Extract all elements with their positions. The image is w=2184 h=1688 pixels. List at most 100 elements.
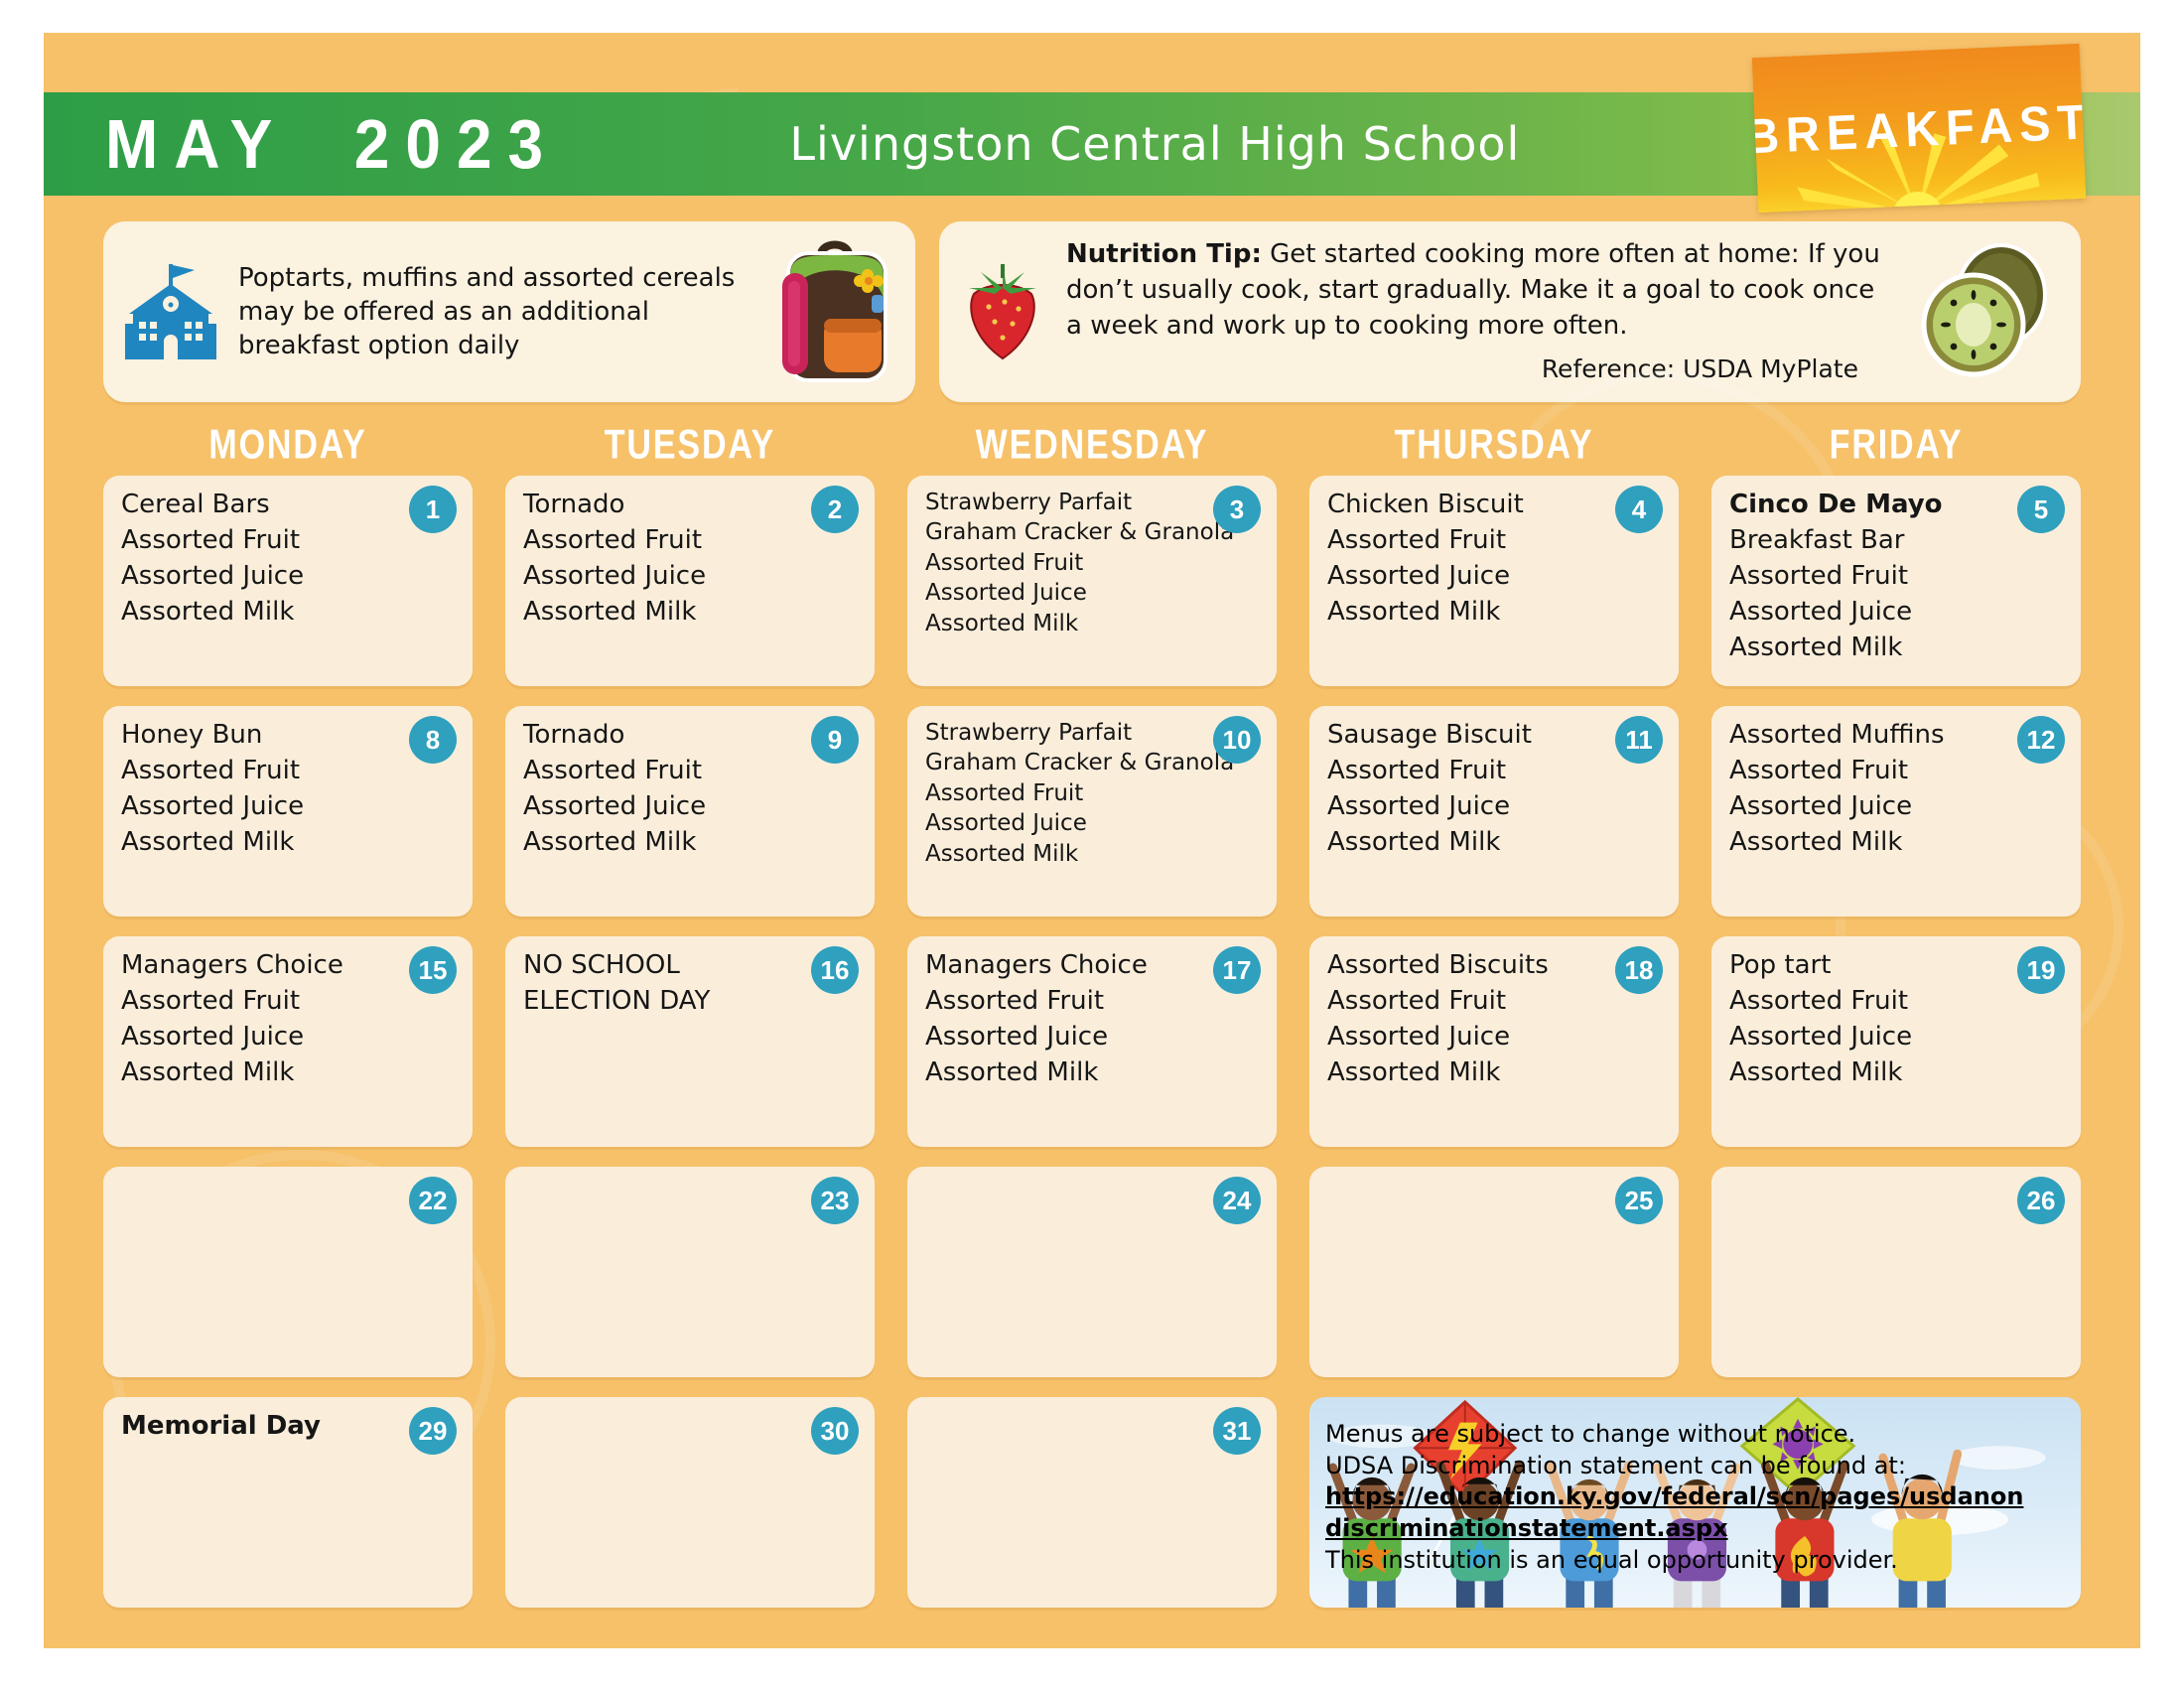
menu-item: Assorted Fruit [121, 986, 301, 1016]
day-number-badge: 17 [1213, 946, 1261, 995]
backpack-illustration [782, 240, 887, 383]
menu-items: NO SCHOOL ELECTION DAY [523, 948, 859, 1020]
day-number-badge: 18 [1615, 946, 1663, 995]
children-with-kites-photo [1327, 1397, 2046, 1609]
menu-item: Assorted Juice [1327, 790, 1511, 821]
photo-panel: Menus are subject to change without noti… [1309, 1397, 2081, 1609]
day-number-badge: 29 [409, 1407, 457, 1456]
menu-items: Strawberry Parfait Graham Cracker & Grano… [925, 718, 1261, 869]
menu-item: Managers Choice [121, 950, 343, 981]
weekday-header-row: MONDAY TUESDAY WEDNESDAY THURSDAY FRIDAY [103, 421, 2081, 468]
calendar-cell-day-15: 15 Managers Choice Assorted Fruit Assorted … [103, 936, 473, 1148]
menu-items: Managers Choice Assorted Fruit Assorted Ju… [925, 948, 1261, 1091]
disclaimer-line-3: This institution is an equal opportunity… [1325, 1545, 1898, 1574]
menu-item: Assorted Juice [1327, 1021, 1511, 1052]
menu-items: Memorial Day [121, 1409, 457, 1445]
menu-items: Assorted Biscuits Assorted Fruit Assorted … [1327, 948, 1663, 1091]
kiwi-illustration [1921, 243, 2047, 377]
calendar-cell-day-4: 4 Chicken Biscuit Assorted Fruit Assorted J… [1309, 476, 1679, 687]
day-number-badge: 24 [1213, 1177, 1261, 1225]
menu-item: Strawberry Parfait [925, 490, 1133, 516]
calendar-cell-day-18: 18 Assorted Biscuits Assorted Fruit Assorte… [1309, 936, 1679, 1148]
month-title: MAY 2023 [105, 105, 560, 183]
menu-items: Strawberry Parfait Graham Cracker & Grano… [925, 488, 1261, 638]
weekday-thursday: THURSDAY [1394, 421, 1594, 468]
menu-item: Assorted Juice [1729, 790, 1913, 821]
menu-item: Assorted Muffins [1729, 720, 1945, 751]
day-number-badge: 22 [409, 1177, 457, 1225]
day-number-badge: 31 [1213, 1407, 1261, 1456]
menu-item: Cereal Bars [121, 490, 270, 520]
day-number-badge: 5 [2017, 486, 2065, 534]
kid-2 [1435, 1461, 1524, 1609]
calendar-cell-day-19: 19 Pop tart Assorted Fruit Assorted Juice As… [1711, 936, 2081, 1148]
menu-item: Assorted Fruit [1327, 756, 1507, 785]
reference-note: Reference: USDA MyPlate [1541, 353, 1858, 383]
day-number-badge: 2 [811, 486, 859, 534]
menu-item: Pop tart [1729, 950, 1832, 981]
title-banner: MAY 2023 Livingston Central High School [44, 43, 2140, 213]
nutrition-tip-box: Nutrition Tip: Get started cooking more … [939, 221, 2081, 403]
menu-item: Assorted Fruit [925, 986, 1105, 1016]
menu-item: Strawberry Parfait [925, 720, 1133, 747]
day-number-badge: 10 [1213, 716, 1261, 765]
calendar-cell-day-3: 3 Strawberry Parfait Graham Cracker & Gran… [907, 476, 1277, 687]
menu-item: Graham Cracker & Granola [925, 519, 1235, 546]
day-number-badge: 15 [409, 946, 457, 995]
calendar-cell-day-24: 24 [907, 1167, 1277, 1378]
menu-item: Assorted Fruit [1729, 756, 1909, 785]
menu-item: Sausage Biscuit [1327, 720, 1532, 751]
calendar-cell-day-30: 30 [505, 1397, 875, 1609]
disclaimer-line-2: UDSA Discrimination statement can be fou… [1325, 1451, 1906, 1479]
day-number-badge: 25 [1615, 1177, 1663, 1225]
menu-items: Tornado Assorted Fruit Assorted Juice Assor… [523, 718, 859, 861]
menu-item: Assorted Fruit [1327, 986, 1507, 1016]
menu-item: Assorted Juice [121, 790, 305, 821]
menu-item: Assorted Fruit [523, 756, 703, 785]
menu-item: Assorted Juice [925, 580, 1087, 607]
menu-item: Cinco De Mayo [1729, 490, 1943, 520]
calendar-cell-day-26: 26 [1711, 1167, 2081, 1378]
menu-items: Honey Bun Assorted Fruit Assorted Juice Ass… [121, 718, 457, 861]
day-number-badge: 4 [1615, 486, 1663, 534]
disclaimer-text: Menus are subject to change without noti… [1325, 1419, 2040, 1576]
day-number-badge: 8 [409, 716, 457, 765]
menu-item: Assorted Milk [523, 596, 697, 627]
menu-item: Assorted Fruit [121, 525, 301, 555]
red-kite [1413, 1400, 1518, 1560]
menu-items: Managers Choice Assorted Fruit Assorted Ju… [121, 948, 457, 1091]
day-number-badge: 1 [409, 486, 457, 534]
menu-item: Managers Choice [925, 950, 1148, 981]
menu-item: Chicken Biscuit [1327, 490, 1524, 520]
calendar-cell-day-22: 22 [103, 1167, 473, 1378]
menu-item: Assorted Fruit [1327, 525, 1507, 555]
menu-item: Honey Bun [121, 720, 263, 751]
menu-item: Assorted Milk [121, 596, 295, 627]
menu-item: Assorted Milk [925, 1056, 1099, 1087]
menu-item: Assorted Milk [121, 826, 295, 857]
nutrition-tip-text: Nutrition Tip: Get started cooking more … [1066, 237, 1888, 386]
menu-item: Assorted Milk [121, 1056, 295, 1087]
day-number-badge: 9 [811, 716, 859, 765]
calendar-cell-day-11: 11 Sausage Biscuit Assorted Fruit Assorted … [1309, 706, 1679, 917]
menu-items: Cereal Bars Assorted Fruit Assorted Juice A… [121, 488, 457, 631]
info-row: Poptarts, muffins and assorted cereals m… [103, 221, 2081, 403]
menu-item: Assorted Juice [1729, 596, 1913, 627]
menu-item: Tornado [523, 490, 625, 520]
menu-item: Assorted Milk [1327, 1056, 1501, 1087]
menu-item: Assorted Milk [1729, 826, 1903, 857]
daily-option-note-box: Poptarts, muffins and assorted cereals m… [103, 221, 915, 403]
weekday-friday: FRIDAY [1829, 421, 1964, 468]
day-number-badge: 11 [1615, 716, 1663, 765]
day-number-badge: 30 [811, 1407, 859, 1456]
weekday-tuesday: TUESDAY [604, 421, 776, 468]
menu-item: Breakfast Bar [1729, 525, 1905, 555]
menu-items: Tornado Assorted Fruit Assorted Juice Assor… [523, 488, 859, 631]
menu-item: ELECTION DAY [523, 986, 711, 1016]
day-number-badge: 26 [2017, 1177, 2065, 1225]
menu-items: Pop tart Assorted Fruit Assorted Juice Asso… [1729, 948, 2065, 1091]
calendar-cell-day-9: 9 Tornado Assorted Fruit Assorted Juice Asso… [505, 706, 875, 917]
school-name: Livingston Central High School [789, 117, 1521, 171]
usda-statement-link[interactable]: https://education.ky.gov/federal/scn/pag… [1325, 1482, 2024, 1543]
